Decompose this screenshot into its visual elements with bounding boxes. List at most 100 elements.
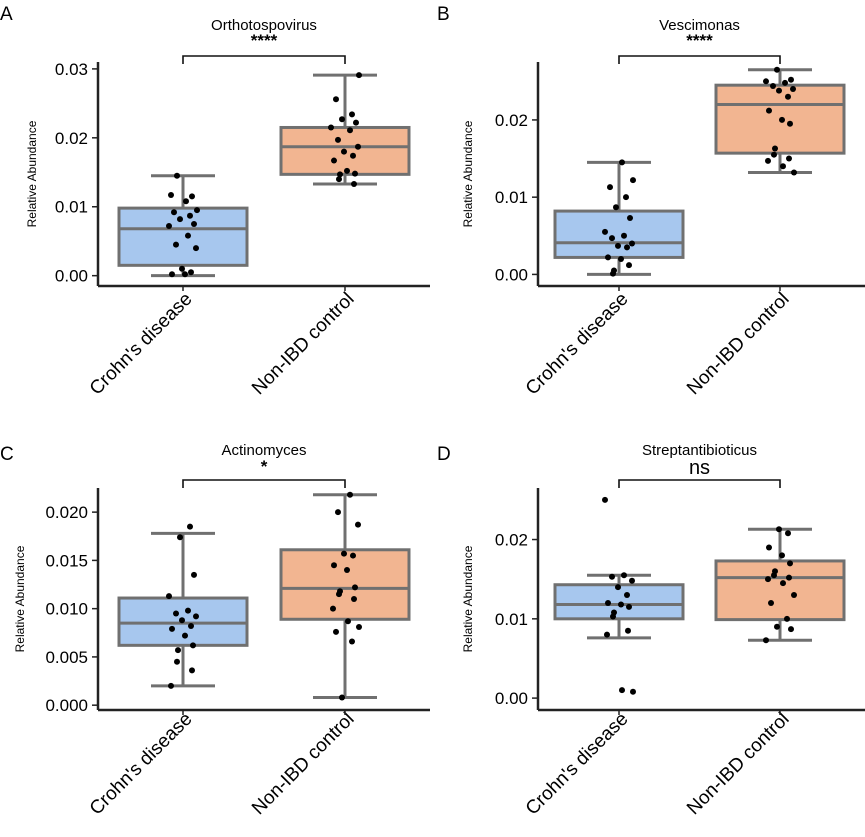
data-point — [771, 572, 777, 579]
data-point — [763, 637, 769, 644]
data-point — [774, 66, 780, 73]
data-point — [347, 127, 353, 134]
data-point — [330, 605, 336, 612]
data-point — [604, 631, 610, 638]
significance-label: **** — [686, 31, 713, 50]
y-tick-label: 0.03 — [55, 60, 88, 79]
chart-title: Streptantibioticus — [642, 442, 757, 459]
data-point — [766, 544, 772, 551]
panel-letter: D — [437, 444, 451, 465]
data-point — [345, 618, 351, 625]
data-point — [788, 76, 794, 83]
box-crohns — [117, 531, 249, 688]
data-point — [602, 496, 608, 503]
data-point — [175, 647, 181, 654]
x-tick-label: Crohn's disease — [86, 289, 197, 400]
data-point — [173, 610, 179, 617]
data-point — [772, 145, 778, 152]
y-tick-label: 0.01 — [495, 610, 528, 629]
data-point — [765, 157, 771, 164]
data-point — [189, 193, 195, 200]
data-point — [779, 552, 785, 559]
x-tick-label: Non-IBD control — [683, 709, 793, 819]
data-point — [353, 119, 359, 126]
y-tick-label: 0.01 — [55, 198, 88, 217]
data-point — [341, 148, 347, 155]
significance-label: **** — [251, 31, 278, 50]
iqr-box — [117, 206, 249, 267]
data-point — [336, 176, 342, 183]
data-point — [630, 688, 636, 695]
y-tick-label: 0.000 — [45, 696, 88, 715]
data-point — [177, 216, 183, 223]
data-point — [607, 184, 613, 191]
data-point — [344, 167, 350, 174]
y-tick-label: 0.00 — [495, 265, 528, 284]
data-point — [625, 627, 631, 634]
data-point — [189, 667, 195, 674]
data-point — [166, 593, 172, 600]
iqr-box — [714, 559, 846, 622]
iqr-box — [553, 209, 685, 259]
data-point — [782, 79, 788, 86]
data-point — [766, 107, 772, 114]
data-point — [350, 552, 356, 559]
data-point — [193, 613, 199, 620]
data-point — [626, 603, 632, 610]
x-tick-label: Crohn's disease — [86, 709, 197, 820]
data-point — [350, 152, 356, 159]
data-point — [187, 212, 193, 219]
significance-label: ns — [689, 457, 710, 479]
data-point — [174, 658, 180, 665]
data-point — [610, 613, 616, 620]
data-point — [768, 599, 774, 606]
data-point — [337, 171, 343, 178]
y-axis-label: Relative Abundance — [25, 120, 39, 227]
data-point — [352, 170, 358, 177]
data-point — [780, 163, 786, 170]
data-point — [356, 623, 362, 630]
box-crohns — [117, 174, 249, 278]
y-tick-label: 0.02 — [495, 111, 528, 130]
data-point — [776, 87, 782, 94]
data-point — [605, 254, 611, 261]
data-point — [605, 599, 611, 606]
y-tick-label: 0.02 — [55, 129, 88, 148]
data-point — [774, 623, 780, 630]
data-point — [183, 198, 189, 205]
data-point — [351, 180, 357, 187]
data-point — [193, 245, 199, 252]
data-point — [629, 577, 635, 584]
data-point — [613, 204, 619, 211]
data-point — [765, 576, 771, 583]
box-control — [714, 68, 846, 174]
data-point — [615, 242, 621, 249]
data-point — [624, 244, 630, 251]
data-point — [335, 136, 341, 143]
data-point — [188, 623, 194, 630]
panel-c: C Actinomyces* 0.000 0.005 0.010 0.015 0.020 Re… — [0, 442, 430, 819]
y-tick-label: 0.020 — [45, 503, 88, 522]
y-axis-label: Relative Abundance — [461, 545, 475, 652]
data-point — [185, 232, 191, 239]
data-point — [191, 220, 197, 227]
y-tick-label: 0.010 — [45, 600, 88, 619]
data-point — [610, 270, 616, 277]
data-point — [171, 209, 177, 216]
data-point — [784, 615, 790, 622]
data-point — [787, 120, 793, 127]
box-control — [279, 73, 411, 186]
data-point — [352, 584, 358, 591]
data-point — [331, 157, 337, 164]
data-point — [791, 592, 797, 599]
x-tick-label: Non-IBD control — [248, 709, 358, 819]
y-tick-label: 0.02 — [495, 531, 528, 550]
y-tick-label: 0.00 — [495, 689, 528, 708]
data-point — [339, 116, 345, 123]
data-point — [627, 215, 633, 222]
data-point — [179, 617, 185, 624]
data-point — [771, 151, 777, 158]
data-point — [629, 240, 635, 247]
data-point — [786, 155, 792, 162]
